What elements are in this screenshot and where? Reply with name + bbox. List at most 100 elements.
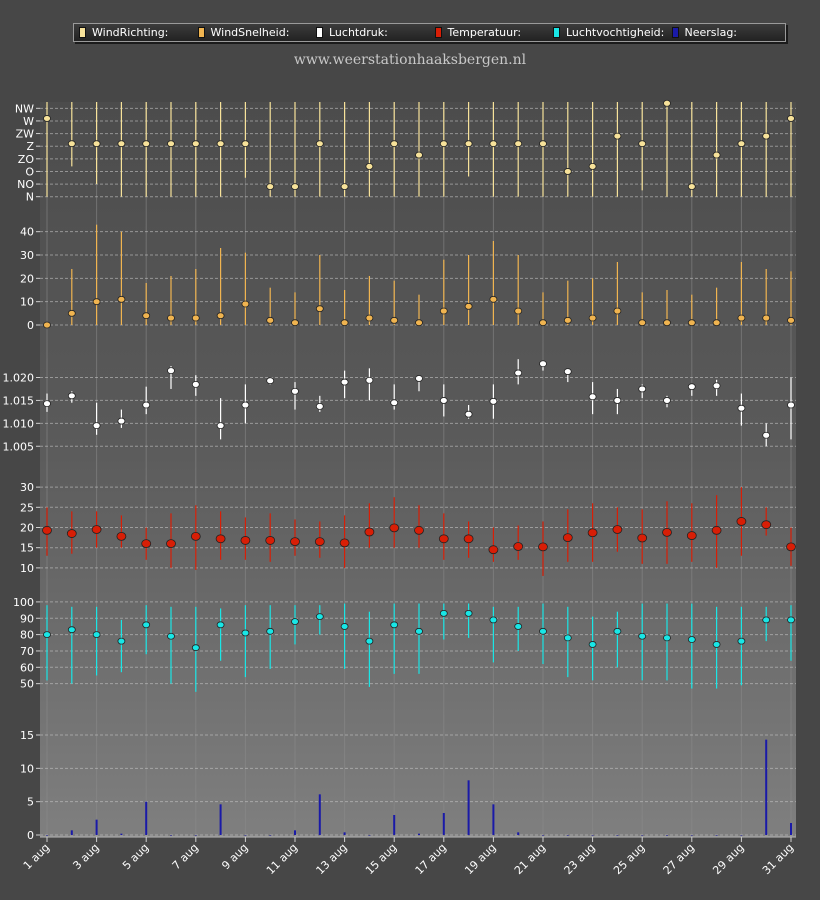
neerslag-bar bbox=[194, 835, 197, 836]
neerslag-ytick-label: 0 bbox=[27, 829, 34, 842]
luchtvochtigheid-point bbox=[514, 623, 523, 630]
temperatuur-point bbox=[686, 531, 697, 540]
x-tick-label: 25 aug bbox=[611, 841, 647, 877]
temperatuur-point bbox=[314, 537, 325, 547]
windrichting-point bbox=[712, 151, 721, 159]
windsnelheid-point bbox=[588, 314, 597, 322]
neerslag-bar bbox=[294, 830, 296, 835]
luchtvochtigheid-point bbox=[663, 634, 671, 642]
legend-swatch-temperatuur bbox=[434, 27, 442, 38]
luchtvochtigheid-point bbox=[712, 641, 721, 648]
luchtvochtigheid-point bbox=[67, 626, 76, 634]
luchtdruk-point bbox=[787, 401, 795, 409]
windsnelheid-point bbox=[489, 295, 498, 303]
windsnelheid-point bbox=[266, 316, 275, 324]
legend-label-windrichting: WindRichting: bbox=[92, 26, 169, 39]
legend-item-luchtvochtigheid: Luchtvochtigheid: bbox=[553, 26, 667, 39]
x-tick-label: 5 aug bbox=[120, 841, 151, 872]
windsnelheid-ytick-label: 10 bbox=[20, 296, 34, 309]
luchtdruk-ytick-label: 1.010 bbox=[3, 417, 35, 430]
luchtvochtigheid-point bbox=[415, 627, 423, 635]
luchtdruk-point bbox=[315, 402, 324, 410]
neerslag-bar bbox=[343, 832, 346, 835]
windrichting-point bbox=[464, 140, 473, 148]
temperatuur-ytick-label: 20 bbox=[20, 522, 34, 535]
luchtdruk-ytick-label: 1.005 bbox=[3, 440, 35, 453]
luchtdruk-point bbox=[464, 410, 473, 418]
windsnelheid-point bbox=[613, 307, 622, 315]
windsnelheid-point bbox=[117, 295, 126, 303]
windsnelheid-ytick-label: 20 bbox=[20, 272, 34, 285]
temperatuur-point bbox=[513, 542, 524, 551]
x-tick-label: 27 aug bbox=[661, 841, 697, 877]
neerslag-bar bbox=[442, 813, 445, 835]
windsnelheid-point bbox=[439, 307, 448, 315]
temperatuur-point bbox=[91, 525, 102, 534]
luchtvochtigheid-point bbox=[191, 644, 200, 652]
temperatuur-point bbox=[736, 517, 747, 526]
temperatuur-point bbox=[711, 525, 722, 535]
windrichting-point bbox=[291, 183, 299, 190]
legend-swatch-windsnelheid bbox=[197, 27, 205, 38]
windsnelheid-point bbox=[191, 314, 200, 322]
windsnelheid-point bbox=[712, 319, 721, 327]
windrichting-ytick-label: NO bbox=[17, 178, 34, 191]
neerslag-bar bbox=[690, 835, 693, 836]
windrichting-point bbox=[588, 162, 597, 170]
windsnelheid-point bbox=[563, 316, 572, 324]
windrichting-point bbox=[340, 183, 349, 190]
luchtvochtigheid-ytick-label: 80 bbox=[20, 629, 34, 642]
temperatuur-point bbox=[141, 539, 152, 549]
x-tick-label: 17 aug bbox=[413, 841, 449, 877]
temperatuur-point bbox=[339, 538, 350, 548]
luchtvochtigheid-point bbox=[464, 609, 473, 617]
windsnelheid-point bbox=[464, 302, 473, 310]
neerslag-bar bbox=[542, 835, 544, 836]
windrichting-ytick-label: O bbox=[25, 165, 34, 178]
windsnelheid-point bbox=[142, 312, 151, 320]
windrichting-point bbox=[787, 115, 795, 122]
x-tick-label: 9 aug bbox=[219, 841, 250, 872]
luchtdruk-point bbox=[539, 360, 547, 368]
neerslag-bar bbox=[740, 835, 743, 836]
luchtdruk-point bbox=[191, 380, 200, 388]
temperatuur-point bbox=[587, 528, 598, 538]
windsnelheid-point bbox=[787, 316, 795, 324]
luchtvochtigheid-ytick-label: 60 bbox=[20, 661, 34, 674]
windrichting-point bbox=[43, 115, 51, 122]
legend-item-neerslag: Neerslag: bbox=[671, 26, 786, 39]
windsnelheid-point bbox=[67, 309, 76, 317]
luchtdruk-ytick-label: 1.020 bbox=[3, 372, 35, 385]
luchtvochtigheid-ytick-label: 90 bbox=[20, 612, 34, 625]
temperatuur-point bbox=[463, 534, 474, 544]
windsnelheid-point bbox=[415, 319, 423, 327]
temperatuur-point bbox=[265, 536, 276, 545]
neerslag-bar bbox=[95, 819, 98, 835]
luchtvochtigheid-point bbox=[737, 637, 746, 645]
legend-swatch-luchtdruk bbox=[316, 27, 323, 38]
luchtvochtigheid-ytick-label: 70 bbox=[20, 645, 34, 658]
windsnelheid-ytick-label: 40 bbox=[20, 226, 34, 239]
neerslag-bar bbox=[393, 815, 396, 835]
temperatuur-point bbox=[786, 542, 796, 552]
windrichting-point bbox=[142, 140, 151, 148]
windsnelheid-point bbox=[663, 319, 671, 327]
luchtvochtigheid-point bbox=[266, 627, 275, 635]
temperatuur-point bbox=[116, 531, 127, 541]
luchtdruk-point bbox=[439, 397, 448, 404]
luchtdruk-point bbox=[415, 375, 423, 382]
luchtdruk-point bbox=[687, 383, 696, 391]
temperatuur-ytick-label: 30 bbox=[20, 481, 34, 494]
windsnelheid-ytick-label: 0 bbox=[27, 319, 34, 332]
luchtdruk-point bbox=[266, 377, 275, 385]
x-tick-label: 23 aug bbox=[562, 841, 598, 877]
windrichting-ytick-label: NW bbox=[15, 102, 34, 115]
luchtvochtigheid-point bbox=[315, 613, 324, 621]
luchtdruk-point bbox=[291, 387, 299, 395]
windrichting-ytick-label: ZO bbox=[18, 153, 35, 166]
neerslag-bar bbox=[765, 739, 768, 835]
luchtvochtigheid-point bbox=[539, 627, 547, 635]
windsnelheid-point bbox=[241, 300, 250, 308]
temperatuur-point bbox=[364, 527, 375, 537]
